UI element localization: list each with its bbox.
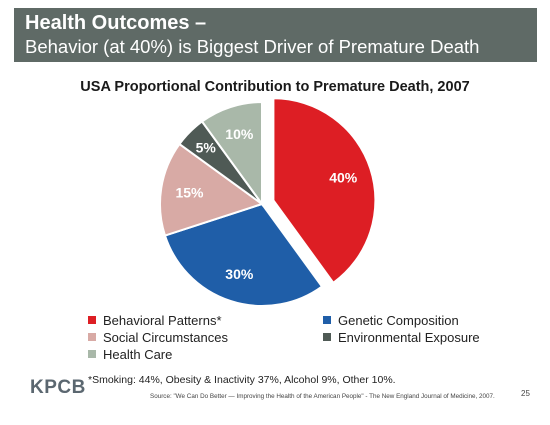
pie-label-health-care: 10% [225, 126, 254, 142]
chart-title: USA Proportional Contribution to Prematu… [80, 79, 470, 95]
legend-swatch [88, 350, 96, 358]
footnote: *Smoking: 44%, Obesity & Inactivity 37%,… [88, 374, 396, 386]
pie-slice-behavioral [272, 97, 377, 285]
pie-chart: 40% 30% 15% 5% 10% [159, 97, 377, 307]
slide-title: Health Outcomes – [25, 12, 207, 34]
pie-label-genetic: 30% [225, 266, 254, 282]
pie-label-behavioral: 40% [329, 170, 358, 186]
legend-label: Genetic Composition [338, 313, 459, 328]
legend-label: Behavioral Patterns* [103, 313, 222, 328]
legend-swatch [88, 333, 96, 341]
legend-swatch [323, 333, 331, 341]
legend-label: Environmental Exposure [338, 330, 480, 345]
slide-subtitle: Behavior (at 40%) is Biggest Driver of P… [25, 36, 480, 57]
legend-item-social: Social Circumstances [88, 330, 228, 345]
source-citation: Source: "We Can Do Better — Improving th… [150, 393, 495, 400]
slide-header: Health Outcomes – Behavior (at 40%) is B… [14, 8, 537, 62]
legend-item-behavioral: Behavioral Patterns* [88, 313, 222, 328]
legend-swatch [88, 316, 96, 324]
legend-swatch [323, 316, 331, 324]
pie-slice-genetic [163, 202, 324, 307]
legend-item-environmental: Environmental Exposure [323, 330, 480, 345]
legend-item-genetic: Genetic Composition [323, 313, 459, 328]
pie-slice-social [159, 142, 265, 237]
legend-item-health-care: Health Care [88, 347, 172, 362]
kpcb-logo: KPCB [30, 377, 86, 398]
pie-label-social: 15% [175, 185, 204, 201]
page-number: 25 [521, 389, 530, 398]
pie-label-environmental: 5% [196, 140, 217, 156]
legend-label: Social Circumstances [103, 330, 228, 345]
legend-label: Health Care [103, 347, 173, 362]
pie-slice-health-care [200, 100, 263, 208]
